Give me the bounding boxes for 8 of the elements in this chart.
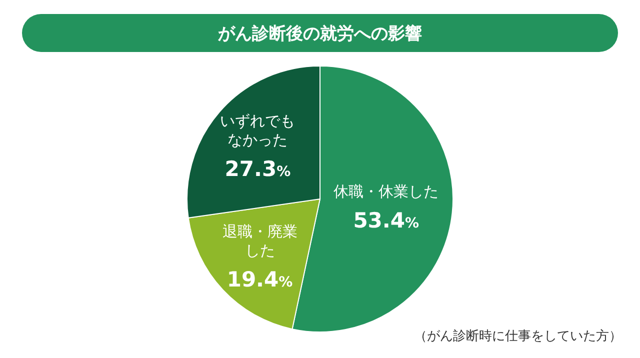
data-label: 19.4% [226, 267, 293, 292]
slice-label: 退職・廃業した [222, 222, 298, 260]
data-label: 53.4% [353, 208, 420, 232]
chart-title: がん診断後の就労への影響 [217, 24, 422, 44]
text: （がん診断時に仕事をしていた方） [414, 328, 622, 344]
slice-label: 休職・休業した [334, 182, 439, 200]
slice-label: いずれでもなかった [220, 112, 296, 149]
data-label: 27.3% [224, 157, 291, 181]
